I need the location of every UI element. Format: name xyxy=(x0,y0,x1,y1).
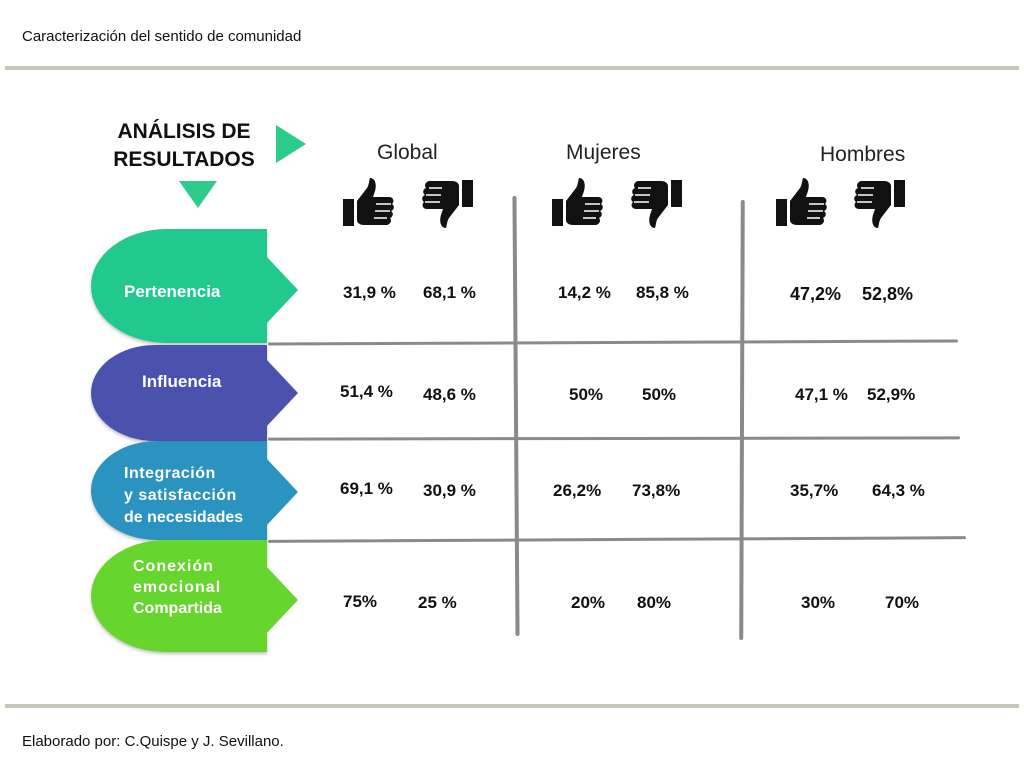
column-header-global: Global xyxy=(377,141,438,164)
analysis-title-line-1: ANÁLISIS DE xyxy=(117,120,251,143)
dimension-pill-integracion xyxy=(91,441,267,540)
column-divider xyxy=(739,199,745,641)
triangle-down-icon xyxy=(179,181,217,208)
value-cell: 30,9 % xyxy=(423,481,476,500)
column-header-mujeres: Mujeres xyxy=(566,141,641,164)
value-cell: 26,2% xyxy=(553,481,602,500)
dimension-label-integracion: Integración y satisfacción de necesidade… xyxy=(124,463,243,529)
row-divider xyxy=(267,339,959,346)
thumbs-down-icon xyxy=(629,175,685,231)
footer-credit: Elaborado por: C.Quispe y J. Sevillano. xyxy=(22,733,284,750)
dimension-label-line: Integración xyxy=(124,465,216,482)
column-header-hombres: Hombres xyxy=(820,143,906,166)
page-header-title: Caracterización del sentido de comunidad xyxy=(22,28,302,45)
thumbs-down-icon xyxy=(852,175,908,231)
value-cell: 48,6 % xyxy=(423,385,476,404)
arrow-right-icon xyxy=(266,256,298,324)
dimension-pill-pertenencia xyxy=(91,229,267,343)
value-cell: 80% xyxy=(637,593,672,612)
value-cell: 20% xyxy=(571,593,606,612)
value-cell: 50% xyxy=(642,385,677,404)
value-cell: 70% xyxy=(885,593,920,612)
analysis-title: ANÁLISIS DE RESULTADOS xyxy=(100,118,268,174)
thumbs-down-icon xyxy=(420,175,476,231)
column-divider xyxy=(512,195,520,637)
dimension-label-line: de necesidades xyxy=(124,509,244,526)
value-cell: 30% xyxy=(801,593,836,612)
dimension-label-conexion: Conexión emocional Compartida xyxy=(133,556,222,619)
dimension-pill-conexion xyxy=(91,540,267,652)
thumbs-up-icon xyxy=(340,175,396,231)
dimension-label-line: emocional xyxy=(133,579,222,596)
arrow-right-icon xyxy=(266,458,298,526)
value-cell: 31,9 % xyxy=(343,283,396,302)
thumbs-up-icon xyxy=(549,175,605,231)
value-cell: 35,7% xyxy=(790,481,839,500)
value-cell: 69,1 % xyxy=(340,479,393,498)
arrow-right-icon xyxy=(266,359,298,427)
dimension-label-line: y satisfacción xyxy=(124,487,237,504)
dimension-label-line: Conexión xyxy=(133,558,214,575)
value-cell: 85,8 % xyxy=(636,283,689,302)
value-cell: 73,8% xyxy=(632,481,681,500)
bottom-divider xyxy=(5,704,1019,708)
value-cell: 64,3 % xyxy=(872,481,925,500)
value-cell: 52,8% xyxy=(862,284,914,304)
dimension-pill-influencia xyxy=(91,345,267,441)
dimension-label-line: Compartida xyxy=(133,600,222,617)
row-divider xyxy=(267,536,967,543)
top-divider xyxy=(5,66,1019,70)
analysis-title-line-2: RESULTADOS xyxy=(113,148,255,171)
arrow-right-icon xyxy=(266,566,298,634)
dimension-label-pertenencia: Pertenencia xyxy=(124,282,221,301)
value-cell: 52,9% xyxy=(867,385,916,404)
dimension-label-influencia: Influencia xyxy=(142,372,222,391)
value-cell: 50% xyxy=(569,385,604,404)
thumbs-up-icon xyxy=(773,175,829,231)
row-divider xyxy=(267,436,961,441)
value-cell: 47,1 % xyxy=(795,385,848,404)
value-cell: 14,2 % xyxy=(558,283,611,302)
value-cell: 47,2% xyxy=(790,284,842,304)
value-cell: 25 % xyxy=(418,593,457,612)
value-cell: 75% xyxy=(343,592,378,611)
value-cell: 68,1 % xyxy=(423,283,476,302)
value-cell: 51,4 % xyxy=(340,382,393,401)
triangle-right-icon xyxy=(276,125,306,163)
